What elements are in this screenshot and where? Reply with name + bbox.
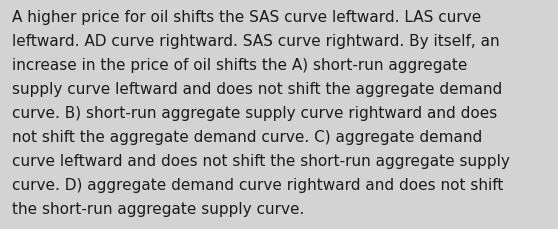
Text: not shift the aggregate demand curve. C) aggregate demand: not shift the aggregate demand curve. C)…	[12, 129, 483, 144]
Text: curve. B) short-run aggregate supply curve rightward and does: curve. B) short-run aggregate supply cur…	[12, 106, 498, 120]
Text: A higher price for oil shifts the SAS curve leftward. LAS curve: A higher price for oil shifts the SAS cu…	[12, 10, 482, 25]
Text: curve. D) aggregate demand curve rightward and does not shift: curve. D) aggregate demand curve rightwa…	[12, 177, 504, 192]
Text: increase in the price of oil shifts the A) short-run aggregate: increase in the price of oil shifts the …	[12, 58, 468, 73]
Text: the short-run aggregate supply curve.: the short-run aggregate supply curve.	[12, 201, 305, 216]
Text: leftward. AD curve rightward. SAS curve rightward. By itself, an: leftward. AD curve rightward. SAS curve …	[12, 34, 500, 49]
Text: supply curve leftward and does not shift the aggregate demand: supply curve leftward and does not shift…	[12, 82, 503, 97]
Text: curve leftward and does not shift the short-run aggregate supply: curve leftward and does not shift the sh…	[12, 153, 510, 168]
